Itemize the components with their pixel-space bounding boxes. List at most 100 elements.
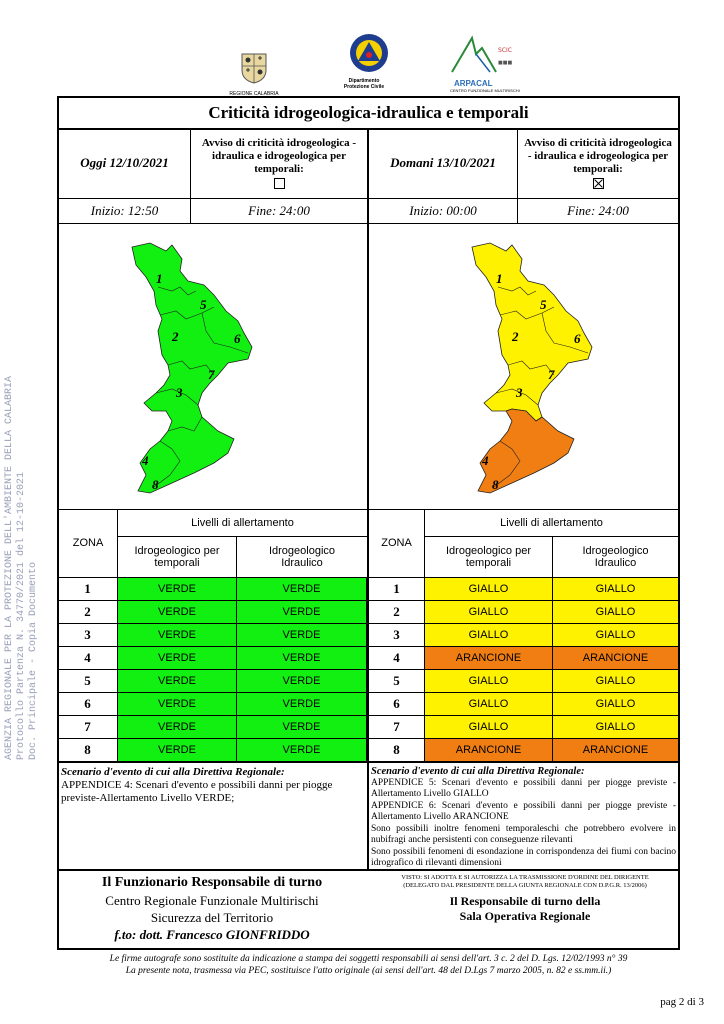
footer-line1: Le firme autografe sono sostituite da in… <box>109 954 628 964</box>
scenario-tomorrow-heading: Scenario d'evento di cui alla Direttiva … <box>371 766 585 777</box>
today-avviso-text: Avviso di criticità idrogeologica - idra… <box>201 137 357 175</box>
side-stamp-line3: Doc. Principale - Copia Documento <box>28 561 39 760</box>
today-level-idraulico: VERDE <box>237 716 367 739</box>
today-level-temporali: VERDE <box>118 670 237 693</box>
signature-left-line4: f.to: dott. Francesco GIONFRIDDO <box>114 927 310 942</box>
map-tomorrow-zone-label: 5 <box>540 297 547 312</box>
today-level-idraulico: VERDE <box>237 601 367 624</box>
today-level-temporali: VERDE <box>118 624 237 647</box>
scenario-today: Scenario d'evento di cui alla Direttiva … <box>61 766 363 805</box>
today-level-idraulico: VERDE <box>237 739 367 762</box>
today-col1-header: Idrogeologico per temporali <box>134 545 220 569</box>
scenario-today-text: APPENDICE 4: Scenari d'evento e possibil… <box>61 779 333 804</box>
today-level-temporali: VERDE <box>118 578 237 601</box>
tomorrow-level-temporali: ARANCIONE <box>425 739 553 762</box>
map-tomorrow-shape <box>471 242 593 494</box>
signature-left-line1: Il Funzionario Responsabile di turno <box>101 875 323 890</box>
today-fine: Fine: 24:00 <box>248 203 310 218</box>
map-tomorrow-zone-label: 8 <box>492 477 499 492</box>
today-level-idraulico: VERDE <box>237 647 367 670</box>
tomorrow-fine: Fine: 24:00 <box>567 203 629 218</box>
main-frame <box>57 96 680 950</box>
signature-left: Il Funzionario Responsabile di turno Cen… <box>59 874 365 943</box>
logo-protezione-civile: Dipartimento Protezione Civile <box>334 33 394 93</box>
signature-left-line2: Centro Regionale Funzionale Multirischi <box>105 893 319 908</box>
tomorrow-level-idraulico: GIALLO <box>553 693 679 716</box>
today-level-temporali: VERDE <box>118 693 237 716</box>
tomorrow-avviso: Avviso di criticità idrogeologica - idra… <box>518 130 678 196</box>
tomorrow-zone-cell: 5 <box>369 670 425 693</box>
tomorrow-level-temporali: GIALLO <box>425 670 553 693</box>
tomorrow-zona-header: ZONA <box>381 537 412 549</box>
today-level-temporali: VERDE <box>118 601 237 624</box>
today-checkbox <box>273 178 285 189</box>
tomorrow-col1-header: Idrogeologico per temporali <box>445 545 531 569</box>
map-today-zone-label: 3 <box>176 385 183 400</box>
tomorrow-label: Domani 13/10/2021 <box>390 155 496 170</box>
today-level-temporali: VERDE <box>118 647 237 670</box>
tomorrow-zone-cell: 4 <box>369 647 425 670</box>
tomorrow-level-idraulico: GIALLO <box>553 670 679 693</box>
tomorrow-level-idraulico: ARANCIONE <box>553 739 679 762</box>
footer-line2: La presente nota, trasmessa via PEC, sos… <box>125 966 612 976</box>
dpc-label-2: Protezione Civile <box>343 84 385 90</box>
map-tomorrow-zone-label: 4 <box>482 453 489 468</box>
tomorrow-zone-cell: 2 <box>369 601 425 624</box>
signature-right: VISTO: SI ADOTTA E SI AUTORIZZA LA TRASM… <box>380 874 670 924</box>
today-livelli-header: Livelli di allertamento <box>191 517 294 529</box>
map-tomorrow-zone-label: 7 <box>548 367 555 382</box>
tomorrow-level-temporali: GIALLO <box>425 716 553 739</box>
today-zone-cell: 2 <box>58 601 118 624</box>
calabria-coat-of-arms-icon <box>241 53 267 84</box>
scenario-tomorrow-text: APPENDICE 5: Scenari d'evento e possibil… <box>371 777 676 869</box>
today-zone-cell: 7 <box>58 716 118 739</box>
tomorrow-level-temporali: GIALLO <box>425 601 553 624</box>
map-tomorrow-zone-label: 1 <box>496 271 503 286</box>
side-stamp-line1: AGENZIA REGIONALE PER LA PROTEZIONE DELL… <box>4 375 15 760</box>
today-level-temporali: VERDE <box>118 739 237 762</box>
page-number: pag 2 di 3 <box>660 996 704 1008</box>
map-today <box>131 242 253 494</box>
logo-arpacal: SCIC ■■■ ARPACAL CENTRO FUNZIONALE MULTI… <box>446 34 556 94</box>
logo-regione-calabria: REGIONE CALABRIA <box>222 50 286 97</box>
map-tomorrow-zone-label: 6 <box>574 331 581 346</box>
page-title: Criticità idrogeologica-idraulica e temp… <box>208 103 529 122</box>
side-stamp: AGENZIA REGIONALE PER LA PROTEZIONE DELL… <box>4 300 44 760</box>
today-zone-cell: 6 <box>58 693 118 716</box>
svg-text:■■■: ■■■ <box>498 60 512 66</box>
arpacal-mountain-icon: SCIC ■■■ <box>451 35 512 73</box>
today-col2-header: Idrogeologico Idraulico <box>268 545 336 569</box>
today-label: Oggi 12/10/2021 <box>80 155 169 170</box>
tomorrow-level-idraulico: ARANCIONE <box>553 647 679 670</box>
map-tomorrow-zone-label: 3 <box>516 385 523 400</box>
tomorrow-level-temporali: ARANCIONE <box>425 647 553 670</box>
map-today-zone-label: 8 <box>152 477 159 492</box>
today-inizio: Inizio: 12:50 <box>90 203 159 218</box>
map-today-zone-label: 6 <box>234 331 241 346</box>
scenario-today-heading: Scenario d'evento di cui alla Direttiva … <box>61 766 285 778</box>
today-zona-header: ZONA <box>72 537 104 549</box>
tomorrow-level-idraulico: GIALLO <box>553 578 679 601</box>
today-zone-cell: 5 <box>58 670 118 693</box>
tomorrow-zone-cell: 6 <box>369 693 425 716</box>
today-zone-cell: 4 <box>58 647 118 670</box>
map-today-zone-label: 4 <box>142 453 149 468</box>
tomorrow-level-temporali: GIALLO <box>425 693 553 716</box>
tomorrow-zone-cell: 7 <box>369 716 425 739</box>
signature-right-line2: Sala Operativa Regionale <box>459 909 591 923</box>
today-level-idraulico: VERDE <box>237 693 367 716</box>
map-today-zone-label: 2 <box>172 329 179 344</box>
today-zone-cell: 8 <box>58 739 118 762</box>
signature-right-visto: VISTO: SI ADOTTA E SI AUTORIZZA LA TRASM… <box>401 874 649 889</box>
tomorrow-zone-cell: 3 <box>369 624 425 647</box>
side-stamp-line2: Protocollo Partenza N. 34770/2021 del 12… <box>16 471 27 760</box>
signature-right-line1: Il Responsabile di turno della <box>449 894 601 908</box>
today-level-temporali: VERDE <box>118 716 237 739</box>
tomorrow-avviso-text: Avviso di criticità idrogeologica - idra… <box>524 137 672 175</box>
svg-text:SCIC: SCIC <box>498 47 512 54</box>
tomorrow-level-temporali: GIALLO <box>425 578 553 601</box>
calabria-label: REGIONE CALABRIA <box>229 91 279 97</box>
map-tomorrow-zone-label: 2 <box>512 329 519 344</box>
tomorrow-inizio: Inizio: 00:00 <box>409 203 477 218</box>
tomorrow-zone-cell: 8 <box>369 739 425 762</box>
